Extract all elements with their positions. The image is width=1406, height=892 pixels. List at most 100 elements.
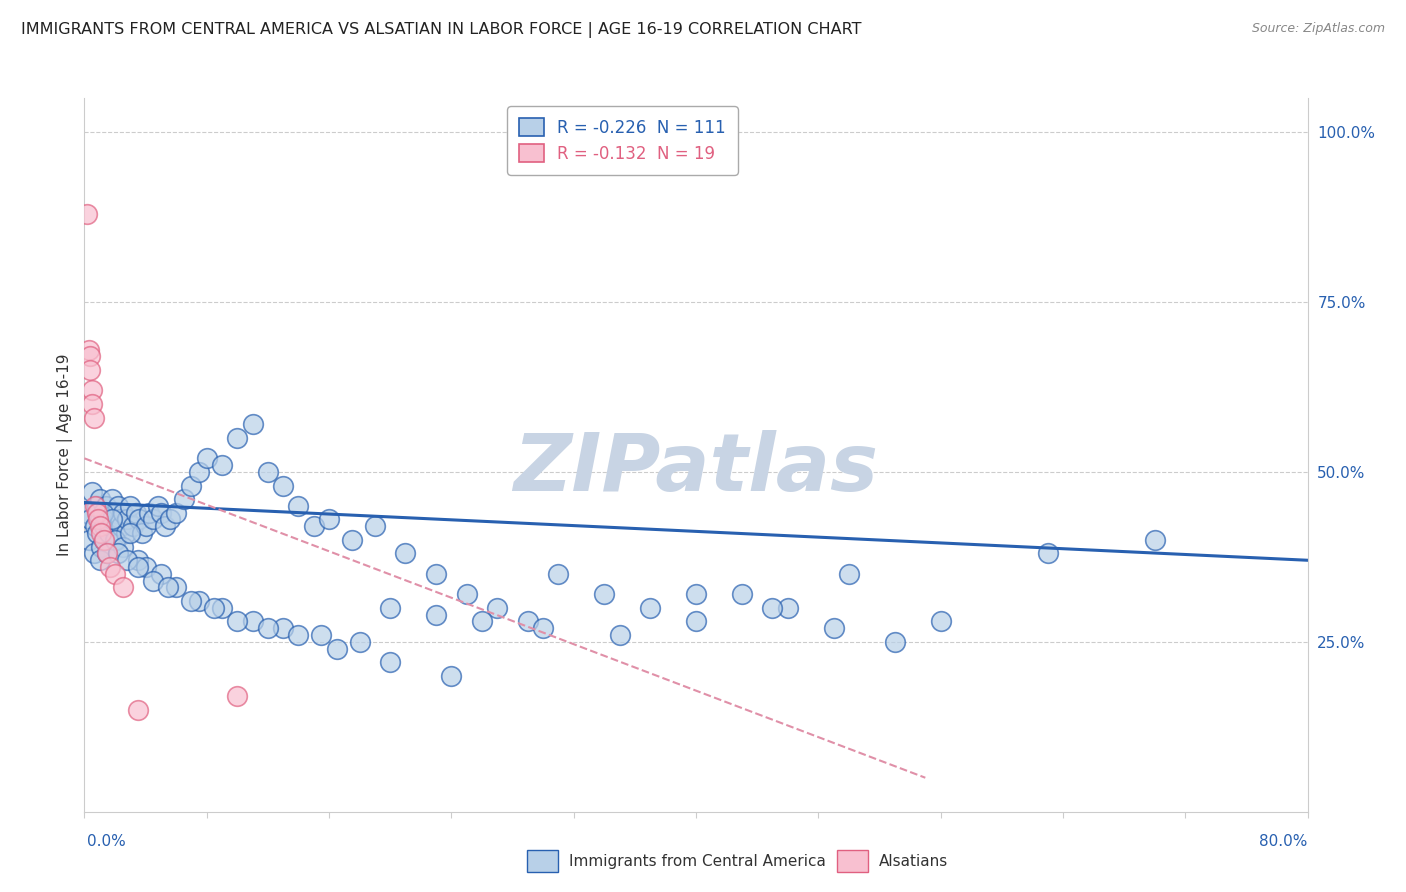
Point	[531, 621, 554, 635]
Point	[349, 635, 371, 649]
Point	[1143, 533, 1166, 547]
Point	[127, 703, 149, 717]
Point	[86, 499, 108, 513]
Point	[593, 587, 616, 601]
Point	[80, 397, 103, 411]
Text: Source: ZipAtlas.com: Source: ZipAtlas.com	[1251, 22, 1385, 36]
Point	[325, 641, 347, 656]
Point	[731, 587, 754, 601]
Point	[111, 581, 134, 595]
Point	[547, 566, 569, 581]
Point	[111, 540, 134, 554]
Point	[96, 506, 118, 520]
Point	[302, 519, 325, 533]
Point	[91, 506, 114, 520]
Point	[96, 512, 118, 526]
Point	[425, 607, 447, 622]
Point	[115, 553, 138, 567]
Point	[257, 621, 280, 635]
Point	[93, 533, 115, 547]
Point	[761, 600, 783, 615]
Point	[105, 533, 128, 547]
Point	[883, 635, 905, 649]
Point	[142, 512, 165, 526]
Point	[157, 581, 180, 595]
Point	[311, 628, 333, 642]
Point	[127, 553, 149, 567]
Y-axis label: In Labor Force | Age 16-19: In Labor Force | Age 16-19	[58, 353, 73, 557]
Point	[609, 628, 631, 642]
Text: IMMIGRANTS FROM CENTRAL AMERICA VS ALSATIAN IN LABOR FORCE | AGE 16-19 CORRELATI: IMMIGRANTS FROM CENTRAL AMERICA VS ALSAT…	[21, 22, 862, 38]
Point	[107, 546, 129, 560]
Point	[89, 492, 111, 507]
Point	[120, 499, 142, 513]
Point	[86, 526, 108, 541]
Point	[211, 458, 233, 472]
Point	[93, 533, 115, 547]
Point	[180, 594, 202, 608]
Point	[516, 615, 538, 629]
Point	[76, 506, 98, 520]
Point	[838, 566, 860, 581]
Point	[180, 478, 202, 492]
Point	[108, 512, 131, 526]
Point	[79, 350, 101, 364]
Point	[84, 519, 107, 533]
Point	[89, 553, 111, 567]
Point	[929, 615, 952, 629]
Point	[1036, 546, 1059, 560]
Point	[149, 566, 172, 581]
Point	[89, 512, 111, 526]
Point	[111, 506, 134, 520]
Point	[456, 587, 478, 601]
Point	[202, 600, 225, 615]
Point	[83, 410, 105, 425]
Point	[685, 587, 707, 601]
Text: Immigrants from Central America: Immigrants from Central America	[569, 854, 827, 869]
Point	[364, 519, 387, 533]
Point	[211, 600, 233, 615]
Point	[83, 546, 105, 560]
Point	[394, 546, 416, 560]
Point	[486, 600, 509, 615]
Point	[142, 574, 165, 588]
Point	[287, 499, 309, 513]
Point	[146, 499, 169, 513]
Point	[242, 615, 264, 629]
Point	[471, 615, 494, 629]
Point	[128, 512, 150, 526]
Point	[114, 526, 136, 541]
Point	[77, 343, 100, 357]
Point	[776, 600, 799, 615]
Point	[91, 506, 114, 520]
Point	[131, 526, 153, 541]
Text: 80.0%: 80.0%	[1260, 834, 1308, 849]
Point	[101, 492, 124, 507]
Point	[823, 621, 845, 635]
Point	[638, 600, 661, 615]
Text: ZIPatlas: ZIPatlas	[513, 430, 879, 508]
Point	[104, 566, 127, 581]
Text: 0.0%: 0.0%	[87, 834, 127, 849]
Point	[155, 519, 177, 533]
Point	[98, 519, 121, 533]
Point	[77, 533, 100, 547]
Point	[87, 506, 110, 520]
Point	[93, 519, 115, 533]
Point	[80, 485, 103, 500]
Point	[135, 519, 157, 533]
Point	[425, 566, 447, 581]
Point	[287, 628, 309, 642]
Point	[271, 621, 294, 635]
Point	[96, 546, 118, 560]
Point	[86, 506, 108, 520]
Point	[195, 451, 218, 466]
Point	[173, 492, 195, 507]
Point	[226, 431, 249, 445]
Point	[76, 207, 98, 221]
Point	[165, 581, 187, 595]
Point	[110, 519, 132, 533]
Legend: R = -0.226  N = 111, R = -0.132  N = 19: R = -0.226 N = 111, R = -0.132 N = 19	[508, 106, 738, 175]
Point	[90, 526, 112, 541]
Point	[90, 540, 112, 554]
